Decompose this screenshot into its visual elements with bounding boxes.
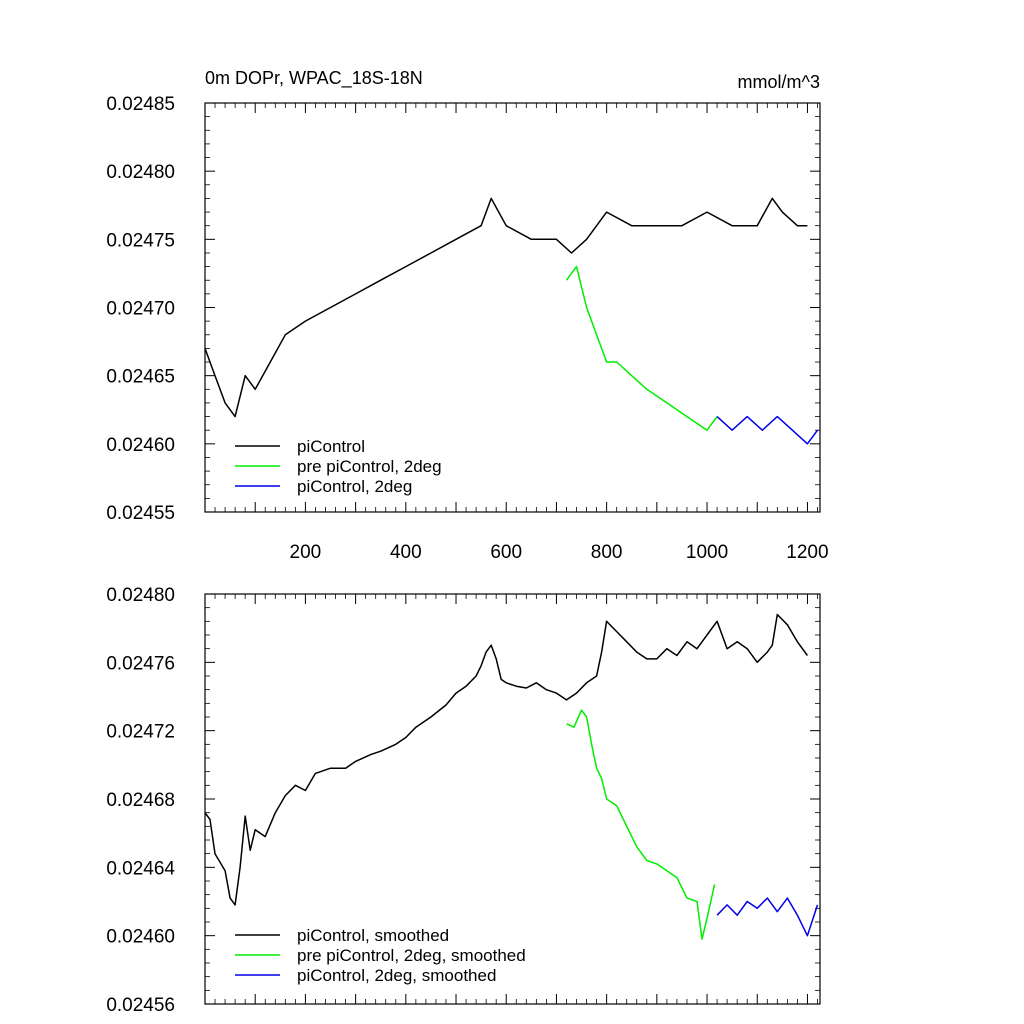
- y-tick-label: 0.02456: [106, 995, 175, 1016]
- series-line-2: [566, 709, 716, 940]
- y-tick-label: 0.02470: [106, 299, 175, 320]
- series-line-1: [204, 197, 808, 418]
- y-tick-label: 0.02464: [106, 858, 175, 879]
- top-chart-units: mmol/m^3: [738, 72, 820, 92]
- legend-label: piControl, 2deg: [297, 477, 412, 496]
- x-tick-label: 400: [390, 542, 422, 563]
- y-tick-label: 0.02468: [106, 790, 175, 811]
- x-tick-label: 200: [290, 542, 322, 563]
- bottom-chart-panel: 0.02480 0.02476 0.02472 0.02468 0.02464 0.024…: [106, 585, 821, 1016]
- x-tick-label: 800: [591, 542, 623, 563]
- legend-label: pre piControl, 2deg: [297, 457, 442, 476]
- top-chart-panel: 0m DOPr, WPAC_18S-18N mmol/m^3 0.02485 0.…: [106, 68, 828, 563]
- y-tick-label: 0.02475: [106, 230, 175, 251]
- legend-label: pre piControl, 2deg, smoothed: [297, 946, 526, 965]
- y-tick-label: 0.02460: [106, 435, 175, 456]
- y-tick-label: 0.02480: [106, 585, 175, 606]
- x-tick-label: 600: [490, 542, 522, 563]
- y-tick-label: 0.02455: [106, 503, 175, 524]
- legend-label: piControl, smoothed: [297, 926, 449, 945]
- series-line-1: [204, 613, 809, 906]
- y-tick-label: 0.02476: [106, 653, 175, 674]
- y-tick-label: 0.02480: [106, 162, 175, 183]
- y-tick-label: 0.02465: [106, 367, 175, 388]
- series-line-2: [565, 265, 718, 431]
- y-tick-label: 0.02460: [106, 927, 175, 948]
- x-tick-label: 1200: [786, 542, 828, 563]
- y-tick-label: 0.02472: [106, 722, 175, 743]
- x-tick-label: 1000: [686, 542, 728, 563]
- series-line-3: [716, 897, 819, 937]
- legend-label: piControl, 2deg, smoothed: [297, 966, 496, 985]
- top-chart-title: 0m DOPr, WPAC_18S-18N: [205, 68, 423, 89]
- y-tick-label: 0.02485: [106, 94, 175, 115]
- series-line-3: [716, 415, 819, 445]
- legend-label: piControl: [297, 437, 365, 456]
